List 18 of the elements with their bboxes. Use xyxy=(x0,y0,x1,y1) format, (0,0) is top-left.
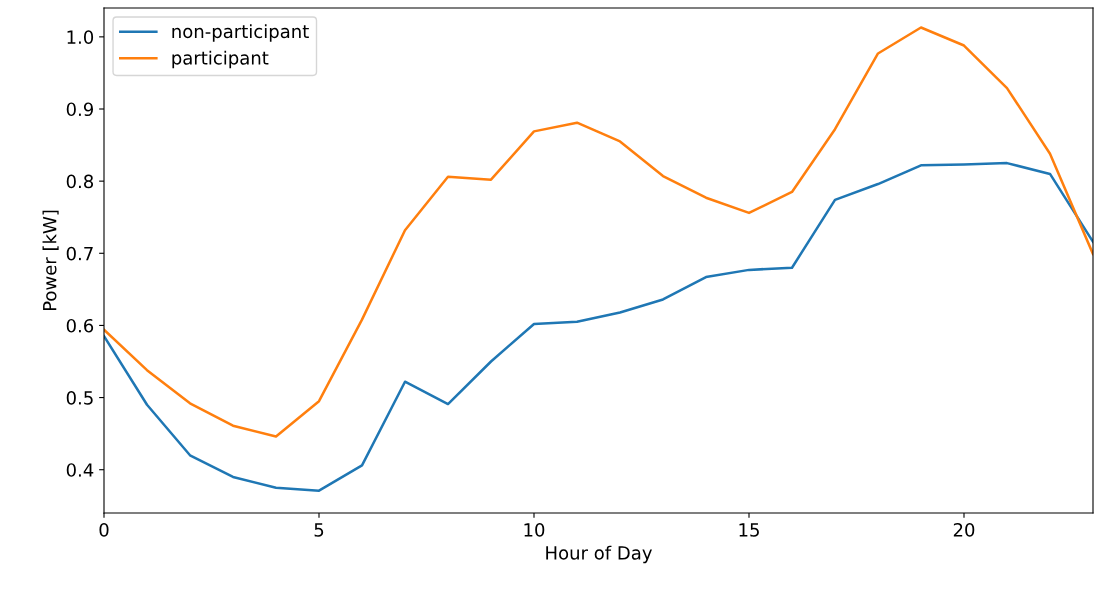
y-tick-label: 0.8 xyxy=(66,174,94,189)
y-axis-title: Power [kW] xyxy=(42,210,59,311)
y-tick-label: 0.6 xyxy=(66,318,94,333)
x-tick-label: 15 xyxy=(739,523,759,537)
legend-label: non-participant xyxy=(172,24,309,42)
line-series xyxy=(104,26,1093,438)
legend-label: participant xyxy=(172,50,269,69)
x-axis-title: Hour of Day xyxy=(546,545,652,564)
line-series xyxy=(104,161,1093,492)
x-tick-label: 10 xyxy=(524,523,545,537)
y-tick-label: 0.7 xyxy=(66,246,93,261)
y-tick-label: 0.9 xyxy=(66,102,94,117)
x-tick-label: 20 xyxy=(953,523,975,537)
y-tick-label: 0.5 xyxy=(66,391,93,405)
y-tick-label: 1.0 xyxy=(67,30,94,44)
x-tick-label: 5 xyxy=(314,523,324,537)
y-tick-label: 0.4 xyxy=(66,463,94,477)
x-tick-label: 0 xyxy=(99,523,109,537)
